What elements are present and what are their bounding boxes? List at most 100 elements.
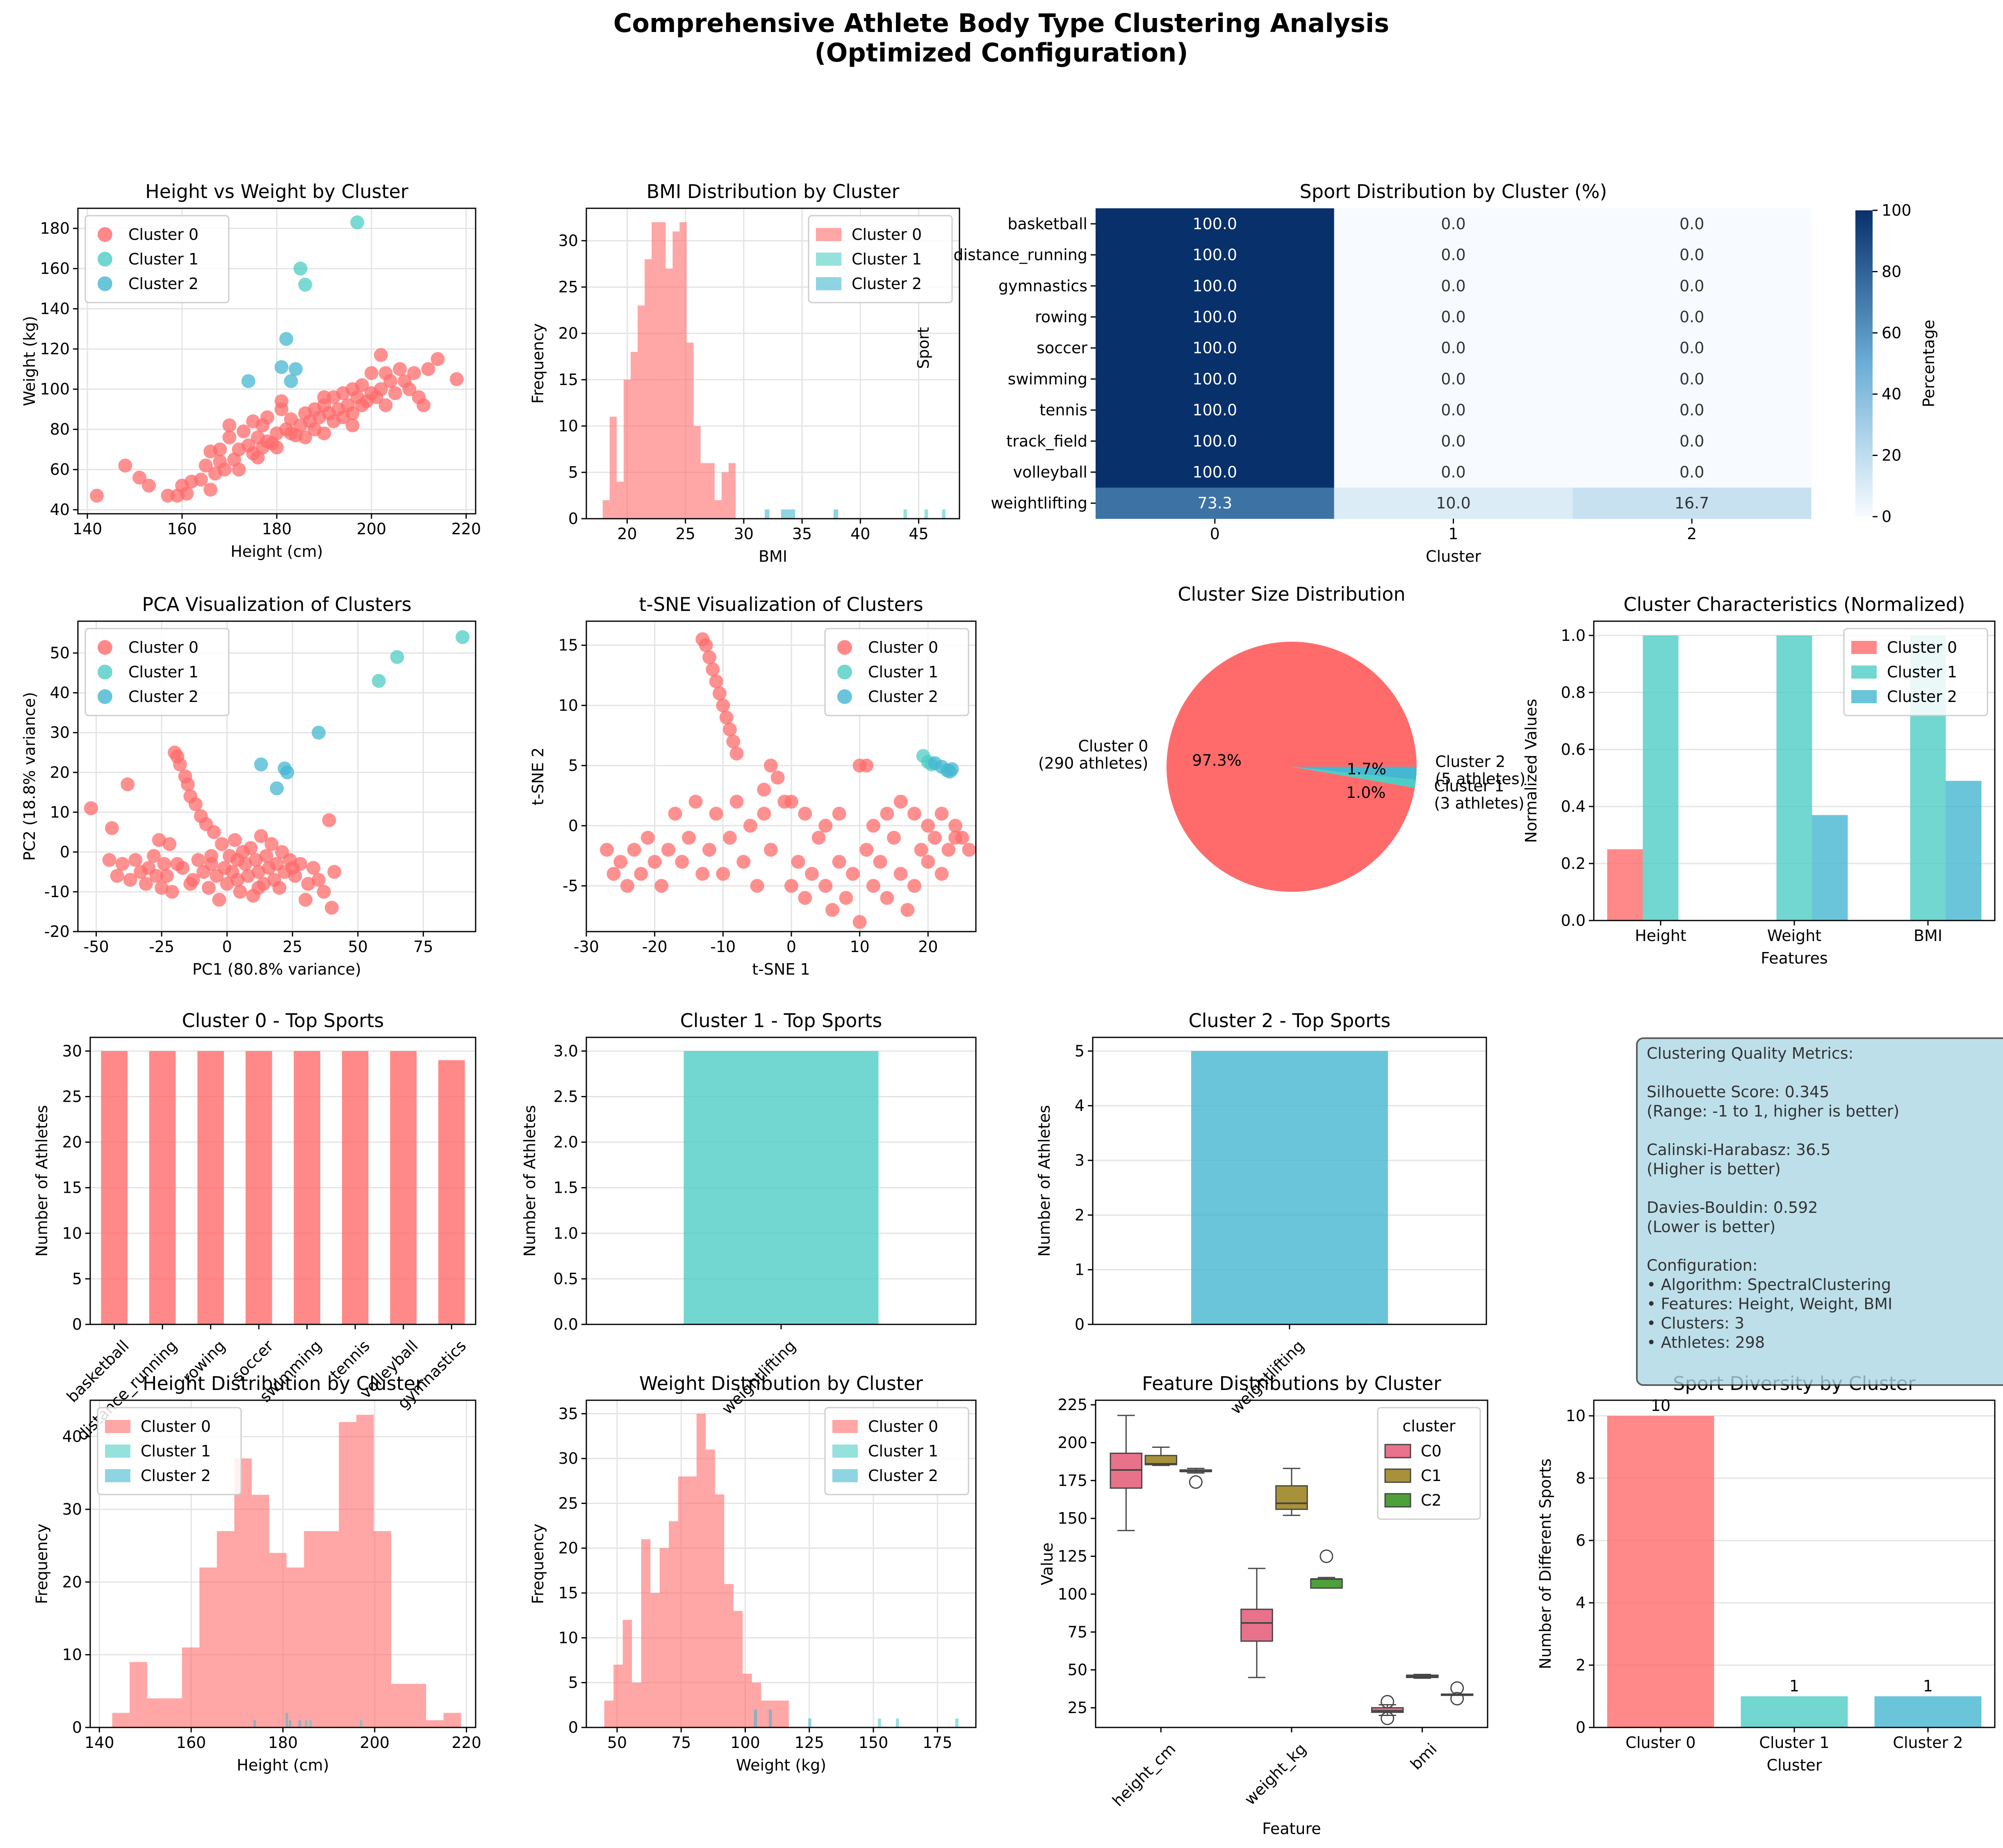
colorbar-tick-label: 60 <box>1882 324 1901 342</box>
x-tick-label: 160 <box>167 520 197 538</box>
y-tick-label: 0.2 <box>1561 855 1586 873</box>
box-outlier <box>1189 1475 1203 1489</box>
pie-label: Cluster 0 <box>1078 737 1148 755</box>
bar <box>342 1051 369 1324</box>
x-category-label: 1 <box>1448 525 1458 543</box>
heatmap-value: 100.0 <box>1192 339 1237 357</box>
box-outlier <box>1319 1549 1333 1563</box>
scatter-point <box>306 861 321 875</box>
histogram-bar <box>924 509 928 519</box>
scatter-point <box>709 674 723 688</box>
scatter-point <box>260 410 274 424</box>
scatter-point <box>699 638 713 652</box>
scatter-point <box>191 853 205 867</box>
y-category-label: weightlifting <box>991 494 1087 512</box>
pie-label: (5 athletes) <box>1435 770 1525 788</box>
histogram-bar <box>878 1718 881 1727</box>
scatter-point <box>613 855 628 869</box>
histogram-bar <box>638 305 645 519</box>
x-category-label: Cluster 2 <box>1893 1734 1963 1752</box>
panel-title: t-SNE Visualization of Clusters <box>639 593 923 615</box>
y-tick-label: 0.0 <box>554 1315 578 1333</box>
y-tick-label: 5 <box>568 463 578 481</box>
scatter-point <box>859 759 874 773</box>
heatmap-cell <box>1096 425 1335 457</box>
scatter-point <box>934 867 949 881</box>
x-category-label: height_cm <box>1109 1740 1179 1810</box>
heatmap-cell <box>1096 239 1335 271</box>
scatter-point <box>729 795 744 809</box>
heatmap-cell <box>1572 208 1812 240</box>
y-tick-label: 10 <box>558 1629 578 1647</box>
scatter-point <box>726 734 741 749</box>
legend-swatch <box>105 1469 130 1482</box>
scatter-point <box>298 278 312 292</box>
scatter-point <box>716 867 730 881</box>
bar_c2-panel: 0 1 2 3 4 5 Cluster 2 - Top Sports Number of At… <box>1035 1009 1487 1418</box>
legend-label: Cluster 0 <box>1887 638 1957 656</box>
legend-swatch <box>832 1420 858 1433</box>
box_features-panel: 25 50 75 100 125 150 175 200 225 Feature Distribu… <box>1038 1372 1488 1838</box>
heatmap-cell <box>1572 301 1812 333</box>
x-axis-label: Cluster <box>1767 1756 1822 1774</box>
x-tick-label: 40 <box>850 525 870 543</box>
y-category-label: rowing <box>1035 308 1087 326</box>
pie-label: Cluster 1 <box>1434 777 1504 795</box>
histogram-bar <box>641 1539 651 1727</box>
y-tick-label: 0 <box>1075 1315 1085 1333</box>
scatter-point <box>259 849 273 863</box>
heatmap-cell <box>1572 270 1812 302</box>
histogram-bar <box>770 1700 780 1727</box>
histogram-bar <box>253 1720 256 1727</box>
x-tick-label: 75 <box>671 1734 691 1752</box>
histogram-bar <box>896 1718 899 1727</box>
y-axis-label: Frequency <box>529 323 547 403</box>
scatter-point <box>729 746 744 761</box>
scatter-point <box>702 843 716 857</box>
scatter-point <box>230 873 245 887</box>
heatmap-value: 0.0 <box>1441 246 1465 264</box>
scatter-point <box>675 855 689 869</box>
heatmap-cell <box>1572 363 1812 395</box>
scatter-point <box>230 853 245 867</box>
histogram-bar <box>285 1713 288 1727</box>
x-axis-label: Height (cm) <box>237 1756 329 1774</box>
legend-label: Cluster 1 <box>141 1442 211 1460</box>
bar <box>1812 815 1848 921</box>
scatter-point <box>600 843 614 857</box>
legend-box <box>824 1407 969 1495</box>
heatmap-value: 0.0 <box>1679 215 1704 233</box>
legend-marker <box>98 640 112 655</box>
scatter-point <box>115 857 130 871</box>
scatter-point <box>139 877 153 891</box>
histogram-bar <box>678 1476 688 1727</box>
scatter-point <box>160 869 174 883</box>
box-outlier <box>1381 1711 1395 1725</box>
histogram-bar <box>443 1713 461 1727</box>
histogram-bar <box>781 509 786 519</box>
y-axis-label: Frequency <box>33 1524 51 1604</box>
scatter-point <box>317 390 331 404</box>
legend-label: C2 <box>1421 1491 1442 1509</box>
heatmap-cell <box>1572 425 1812 457</box>
pie-label: (3 athletes) <box>1434 794 1524 812</box>
scatter-point <box>350 215 365 230</box>
y-tick-label: 40 <box>50 501 70 519</box>
scatter-point <box>222 430 237 444</box>
y-tick-label: 0.0 <box>1561 911 1586 930</box>
histogram-bar <box>339 1422 357 1727</box>
x-axis-label: Cluster <box>1426 547 1481 565</box>
scatter-point <box>832 855 846 869</box>
histogram-bar <box>808 1718 811 1727</box>
scatter-point <box>279 332 294 346</box>
x-category-label: weight_kg <box>1241 1740 1310 1809</box>
scatter-point <box>289 362 303 376</box>
scatter-point <box>118 458 132 473</box>
histogram-bar <box>269 1553 287 1727</box>
heatmap-cell <box>1334 394 1573 426</box>
heatmap-cell <box>1572 239 1812 271</box>
histogram-bar <box>786 509 791 519</box>
y-tick-label: 20 <box>558 1539 578 1557</box>
scatter-point <box>893 867 908 881</box>
scatter-point <box>264 837 279 851</box>
